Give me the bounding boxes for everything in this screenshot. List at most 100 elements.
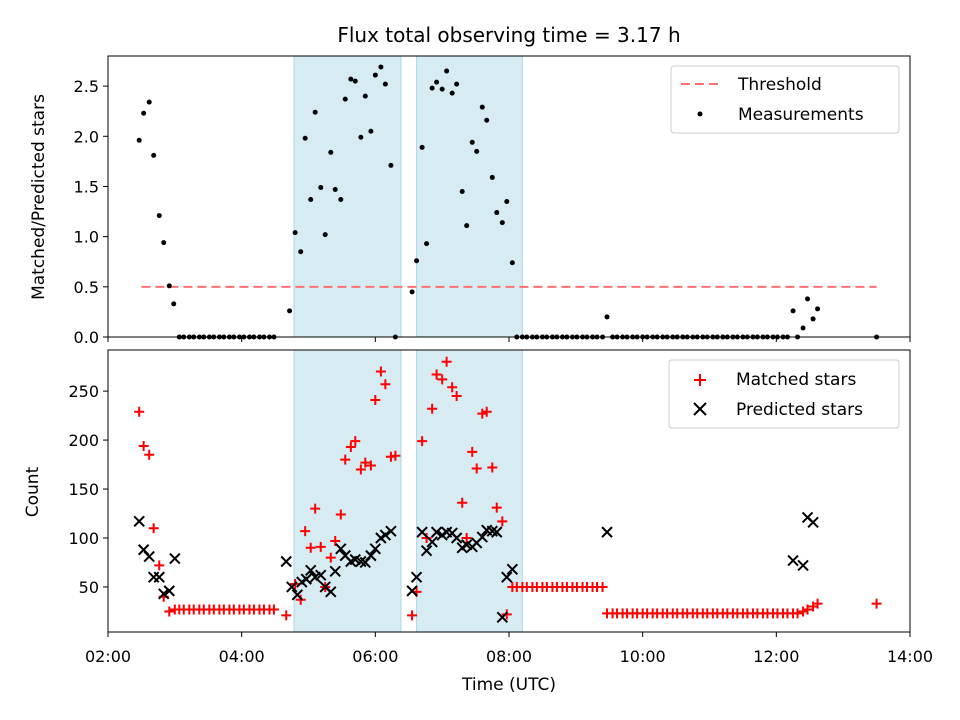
- predicted-star-point: [157, 588, 170, 600]
- matched-star-point: [457, 497, 468, 508]
- matched-star-point: [134, 406, 145, 417]
- matched-star-point: [305, 542, 316, 553]
- matched-star-point: [501, 609, 512, 620]
- predicted-star-point: [496, 611, 509, 624]
- x-tick-label: 14:00: [887, 647, 933, 666]
- measurement-point: [449, 90, 455, 96]
- bottom-legend-box: [668, 359, 900, 429]
- predicted-star-point: [601, 526, 613, 538]
- matched-star-point: [365, 460, 376, 471]
- matched-star-point: [792, 608, 803, 619]
- matched-star-point: [360, 457, 371, 468]
- matched-star-point: [164, 606, 175, 617]
- matched-star-point: [417, 436, 428, 447]
- predicted-star-point: [410, 571, 423, 583]
- measurement-point: [439, 86, 445, 92]
- x-tick-label: 04:00: [219, 647, 265, 666]
- top-plot-frame: [107, 55, 911, 338]
- predicted-star-point: [379, 529, 392, 541]
- matched-star-point: [481, 406, 492, 417]
- measurement-point: [171, 301, 177, 307]
- predicted-star-point: [506, 563, 519, 576]
- matched-star-point: [597, 581, 608, 592]
- measurement-point: [318, 184, 324, 190]
- top-panel: 0.0 0.5 1.0 1.5 2.0 2.5 Matched/Predicted sta…: [29, 55, 911, 347]
- matched-star-point: [471, 463, 482, 474]
- shaded-span: [416, 349, 523, 633]
- predicted-stars-series: [133, 511, 819, 624]
- legend-matched-label: Matched stars: [736, 370, 856, 390]
- legend-measurements-label: Measurements: [738, 105, 864, 125]
- predicted-star-point: [305, 564, 317, 577]
- measurement-point: [489, 174, 495, 180]
- bottom-x-axis: 02:00 04:00 06:00 08:00 10:00 12:00 14:00: [85, 632, 933, 666]
- measurement-point: [378, 64, 384, 70]
- measurement-point: [308, 197, 314, 203]
- predicted-star-point: [501, 571, 513, 583]
- measurement-point: [302, 135, 308, 141]
- bottom-shaded-spans: [293, 349, 523, 633]
- bottom-legend: Matched stars Predicted stars: [668, 359, 900, 429]
- matched-star-point: [335, 509, 346, 520]
- matched-star-point: [871, 598, 882, 609]
- predicted-star-point: [369, 543, 382, 555]
- matched-star-point: [138, 440, 149, 451]
- matched-star-point: [345, 441, 356, 452]
- bottom-plot-frame: [107, 349, 911, 633]
- measurement-point: [332, 186, 338, 192]
- predicted-star-point: [169, 552, 181, 565]
- matched-star-point: [370, 394, 381, 405]
- measurement-point: [166, 283, 172, 289]
- predicted-star-point: [385, 525, 397, 537]
- shaded-span: [293, 349, 402, 633]
- measurement-point: [388, 162, 394, 168]
- matched-star-point: [421, 533, 432, 543]
- matched-star-point: [461, 533, 472, 543]
- measurement-point: [434, 79, 440, 85]
- measurement-point: [141, 110, 147, 116]
- matched-star-point: [148, 523, 159, 534]
- matched-star-point: [154, 560, 165, 571]
- predicted-star-point: [133, 515, 145, 528]
- measurement-point: [348, 76, 354, 82]
- matched-star-point: [491, 502, 502, 513]
- top-legend-box: [670, 65, 900, 134]
- measurement-point: [479, 104, 485, 110]
- matched-star-point: [325, 552, 336, 563]
- y-tick-label: 100: [68, 529, 99, 548]
- matched-star-point: [487, 462, 498, 473]
- measurement-point: [328, 149, 334, 155]
- measurement-point: [459, 188, 465, 194]
- measurement-point: [474, 148, 480, 154]
- matched-star-point: [300, 526, 311, 537]
- predicted-star-point: [335, 543, 347, 555]
- measurement-point: [419, 144, 425, 150]
- y-tick-label: 2.5: [74, 77, 99, 96]
- predicted-star-point: [143, 550, 155, 563]
- measurement-point: [292, 230, 298, 236]
- measurement-point: [342, 96, 348, 102]
- shaded-span: [293, 55, 402, 338]
- predicted-star-point: [365, 549, 377, 562]
- matched-star-point: [375, 366, 386, 377]
- matched-star-point: [427, 403, 438, 414]
- predicted-star-point: [329, 565, 341, 577]
- measurement-point: [156, 213, 162, 219]
- predicted-star-point: [300, 573, 312, 585]
- predicted-star-point: [153, 571, 165, 583]
- matched-star-point: [268, 604, 279, 615]
- top-y-axis: 0.0 0.5 1.0 1.5 2.0 2.5: [74, 77, 108, 347]
- x-tick-label: 10:00: [620, 647, 666, 666]
- matched-star-point: [497, 516, 508, 527]
- predicted-star-point: [280, 555, 292, 568]
- measurement-point: [414, 258, 420, 264]
- top-shaded-spans: [293, 55, 523, 338]
- measurement-point: [409, 289, 415, 295]
- matched-star-point: [310, 503, 321, 514]
- top-x-axis: [107, 337, 911, 342]
- measurement-point: [810, 316, 816, 322]
- matched-star-point: [281, 610, 292, 621]
- matched-star-point: [812, 598, 823, 609]
- measurement-point: [358, 134, 364, 140]
- predicted-star-point: [315, 569, 327, 581]
